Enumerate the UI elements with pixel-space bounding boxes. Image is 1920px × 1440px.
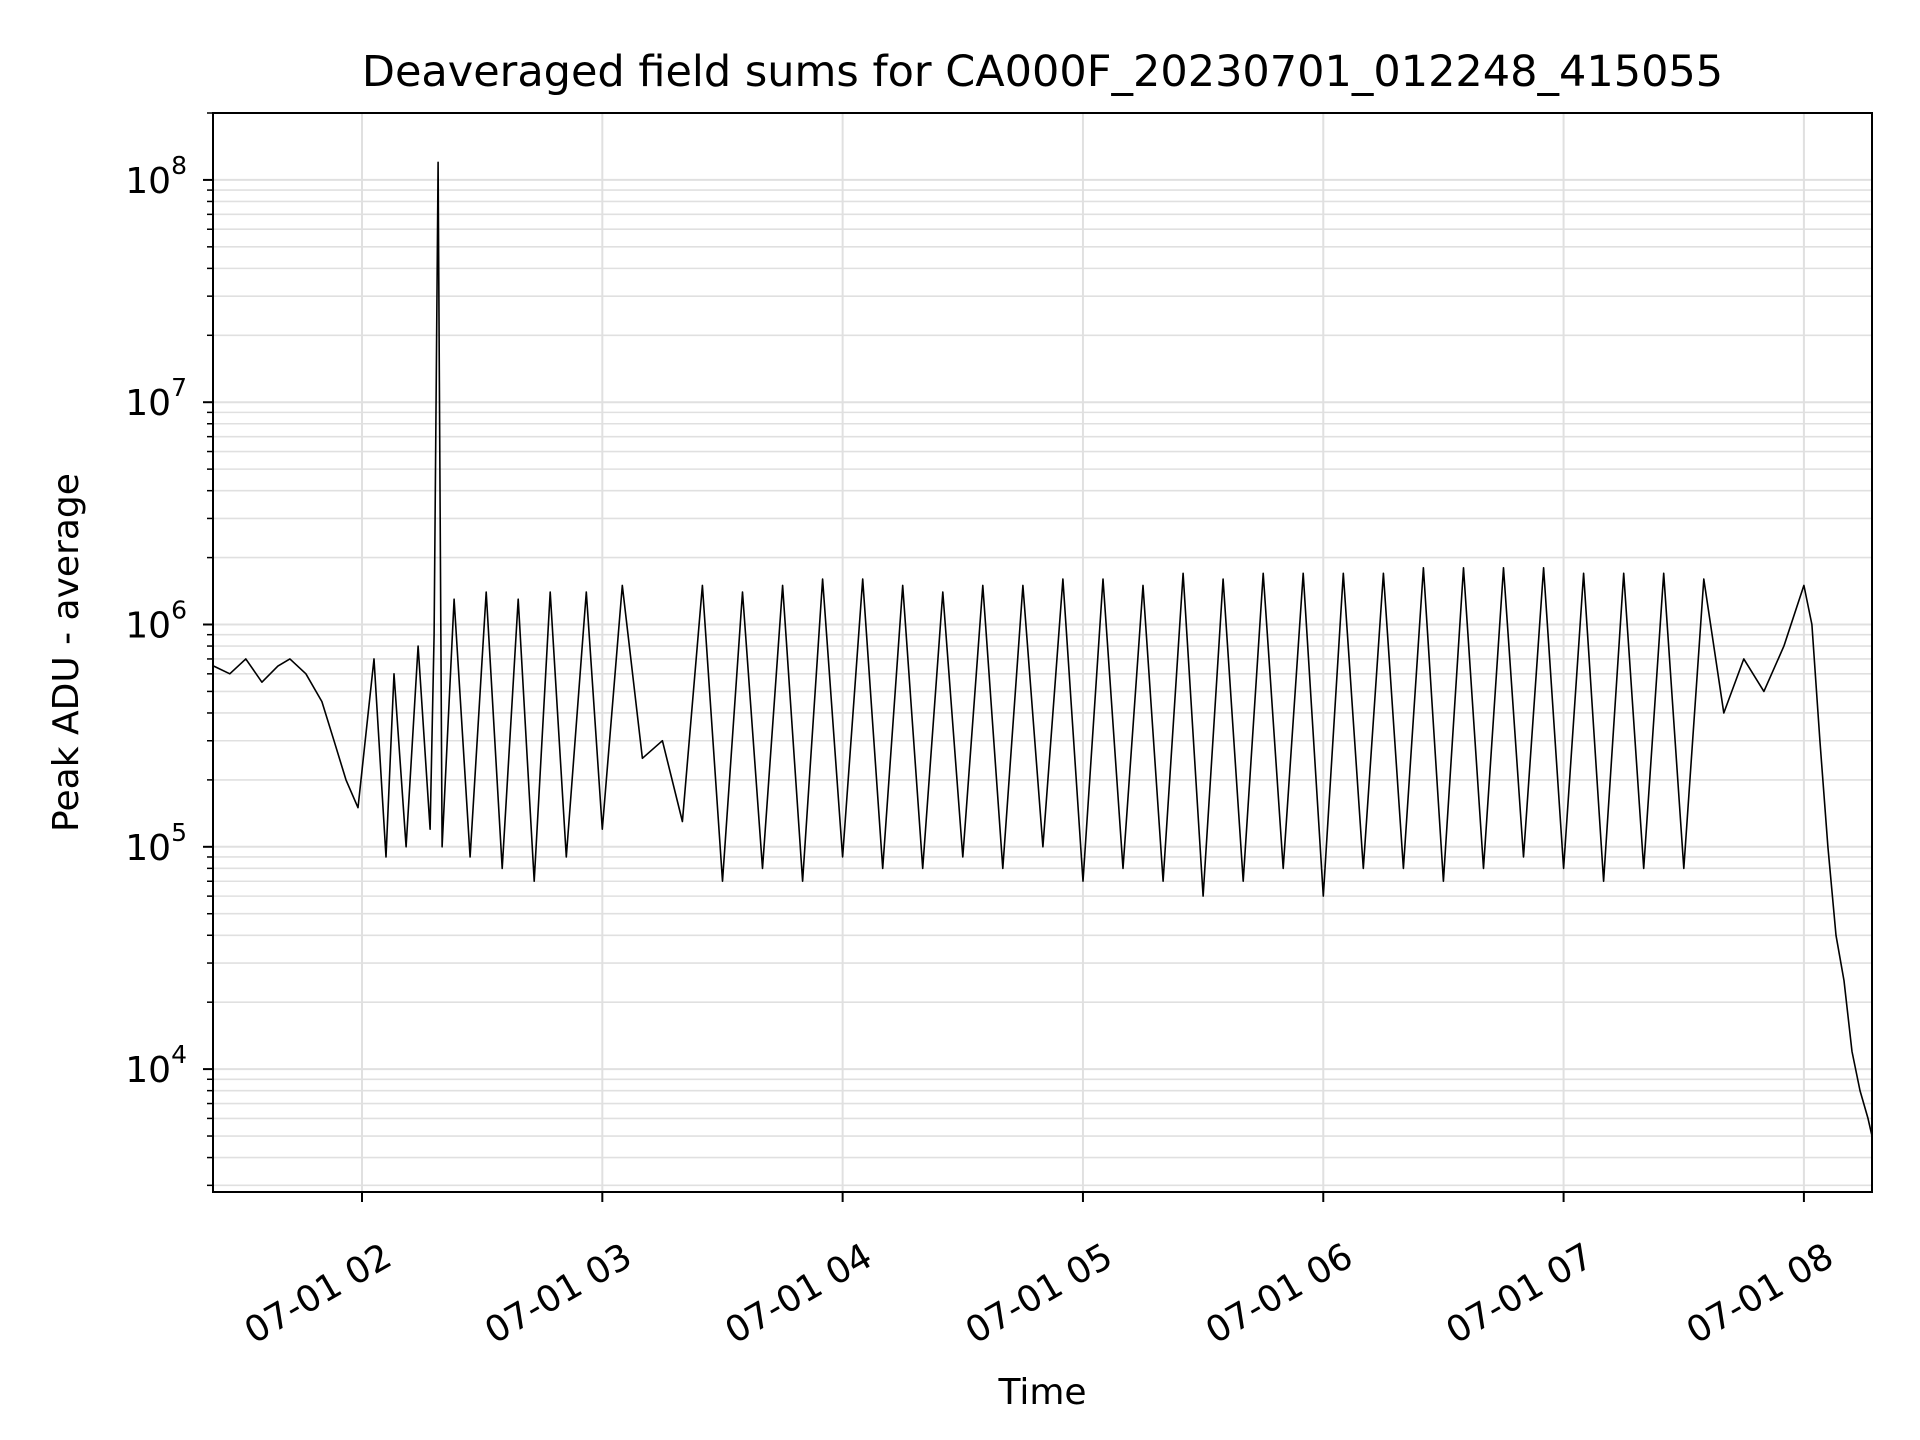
series-layer	[213, 161, 1873, 1137]
grid	[213, 112, 1872, 1192]
y-axis-label: Peak ADU - average	[46, 473, 87, 832]
y-tick-label: 104	[125, 1040, 187, 1091]
y-tick-label: 107	[125, 373, 187, 424]
y-tick-label: 106	[125, 596, 187, 647]
y-tick-label: 105	[125, 818, 187, 869]
y-tick-label: 108	[125, 151, 187, 202]
series-line	[213, 161, 1873, 1137]
plot-frame	[212, 112, 1873, 1193]
x-axis-label: Time	[997, 1372, 1086, 1413]
chart-title: Deaveraged field sums for CA000F_2023070…	[362, 47, 1723, 97]
